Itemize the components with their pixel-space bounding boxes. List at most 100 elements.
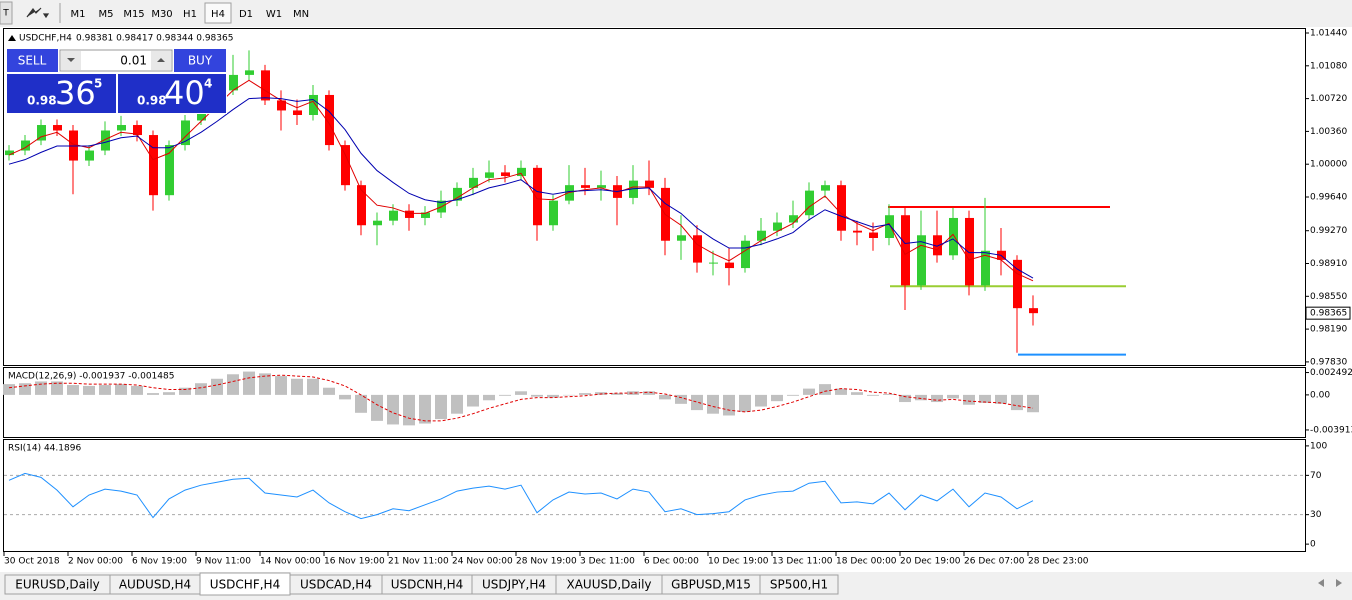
x-tick-label: 6 Dec 00:00 <box>644 557 699 567</box>
candle-body <box>101 130 110 151</box>
tab[interactable]: USDCHF,H4 <box>199 572 291 596</box>
candle-body <box>805 190 814 216</box>
macd-signal <box>8 374 1034 422</box>
tab[interactable]: USDJPY,H4 <box>471 574 557 595</box>
macd-bar <box>67 385 79 395</box>
candle-body <box>485 172 494 178</box>
candle-body <box>725 262 734 269</box>
macd-bar <box>275 376 287 395</box>
macd-bar <box>931 394 943 403</box>
macd-bar <box>3 384 15 395</box>
tab-label: SP500,H1 <box>770 578 828 592</box>
timeframe-button[interactable] <box>93 3 119 23</box>
candle-body <box>53 125 62 131</box>
toolbar-button[interactable] <box>22 3 52 23</box>
tab[interactable]: USDCNH,H4 <box>381 574 473 595</box>
candle-body <box>133 125 142 136</box>
tab[interactable]: EURUSD,Daily <box>4 574 111 595</box>
x-tick-label: 16 Nov 19:00 <box>324 557 385 567</box>
macd-bar <box>627 391 639 395</box>
macd-bar <box>179 387 191 395</box>
y-tick-label: 70 <box>1310 471 1322 481</box>
macd-bar <box>227 374 239 395</box>
collapse-icon[interactable] <box>8 35 16 41</box>
candle-body <box>501 172 510 177</box>
candle-body <box>261 70 270 101</box>
candle-body <box>341 145 350 186</box>
macd-bar <box>819 384 831 395</box>
one-click-panel: SELL 0.01 BUY 0.98 36 5 0.98 40 4 <box>6 48 227 114</box>
timeframe-label: H1 <box>183 9 197 20</box>
timeframe-button[interactable] <box>121 3 147 23</box>
toolbar-button[interactable] <box>0 1 13 25</box>
tab[interactable]: XAUUSD,Daily <box>555 574 663 595</box>
tab-label: AUDUSD,H4 <box>119 578 191 592</box>
sell-button[interactable] <box>7 49 58 72</box>
tab-label: EURUSD,Daily <box>15 578 100 592</box>
macd-bar <box>259 373 271 395</box>
buy-point: 4 <box>204 77 212 91</box>
rsi-panel <box>3 439 1306 552</box>
macd-bar <box>723 394 735 416</box>
candle-body <box>981 250 990 286</box>
macd-bar <box>547 394 559 398</box>
macd-bar <box>147 393 159 395</box>
tab[interactable]: SP500,H1 <box>759 574 839 595</box>
candle-body <box>85 150 94 161</box>
y-tick-label: 1.00000 <box>1310 160 1347 170</box>
tab[interactable]: USDCAD,H4 <box>289 574 383 595</box>
timeframe-button[interactable] <box>233 3 259 23</box>
candle-body <box>293 110 302 116</box>
macd-bar <box>51 381 63 395</box>
macd-bar <box>739 394 751 412</box>
candle-body <box>181 120 190 146</box>
lot-input[interactable] <box>59 49 173 72</box>
candle-body <box>37 125 46 141</box>
macd-bar <box>99 385 111 395</box>
x-tick-label: 14 Nov 00:00 <box>260 557 321 567</box>
macd-bar <box>531 394 543 397</box>
macd-bar <box>1011 394 1023 411</box>
buy-button[interactable] <box>174 49 226 72</box>
tab[interactable]: AUDUSD,H4 <box>109 574 201 595</box>
macd-bar <box>451 394 463 414</box>
macd-bar <box>291 378 303 395</box>
macd-bar <box>499 394 511 396</box>
timeframe-label: D1 <box>239 9 253 20</box>
candle-body <box>837 185 846 231</box>
macd-bar <box>691 394 703 411</box>
tab-scroll[interactable] <box>1318 579 1342 587</box>
macd-bar <box>979 394 991 403</box>
macd-bar <box>387 394 399 425</box>
timeframe-button[interactable] <box>288 3 314 23</box>
timeframe-button[interactable] <box>261 3 287 23</box>
timeframe-label: M1 <box>71 9 86 20</box>
macd-bar <box>83 385 95 395</box>
candle-body <box>773 222 782 231</box>
timeframe-button[interactable] <box>65 3 91 23</box>
macd-bar <box>835 388 847 395</box>
macd-bar <box>483 394 495 401</box>
y-tick-label: 30 <box>1310 510 1322 520</box>
macd-bar <box>339 394 351 400</box>
candle-body <box>949 217 958 256</box>
current-price-box <box>1305 306 1351 320</box>
sell-price-box[interactable] <box>7 74 116 113</box>
rsi-title: RSI(14) 44.1896 <box>8 444 81 454</box>
macd-bar <box>851 392 863 395</box>
buy-price-box[interactable] <box>118 74 226 113</box>
y-tick-label: 100 <box>1310 441 1327 451</box>
candle-body <box>709 262 718 264</box>
sell-pips: 36 <box>55 74 96 112</box>
candle-body <box>869 232 878 238</box>
buy-pips: 40 <box>164 74 205 112</box>
macd-bar <box>707 394 719 414</box>
candle-body <box>917 235 926 286</box>
timeframe-button[interactable] <box>204 2 232 24</box>
tab[interactable]: GBPUSD,M15 <box>661 574 761 595</box>
moving-average <box>8 79 1034 282</box>
timeframe-button[interactable] <box>177 3 203 23</box>
macd-bar <box>867 394 879 396</box>
timeframe-button[interactable] <box>149 3 175 23</box>
